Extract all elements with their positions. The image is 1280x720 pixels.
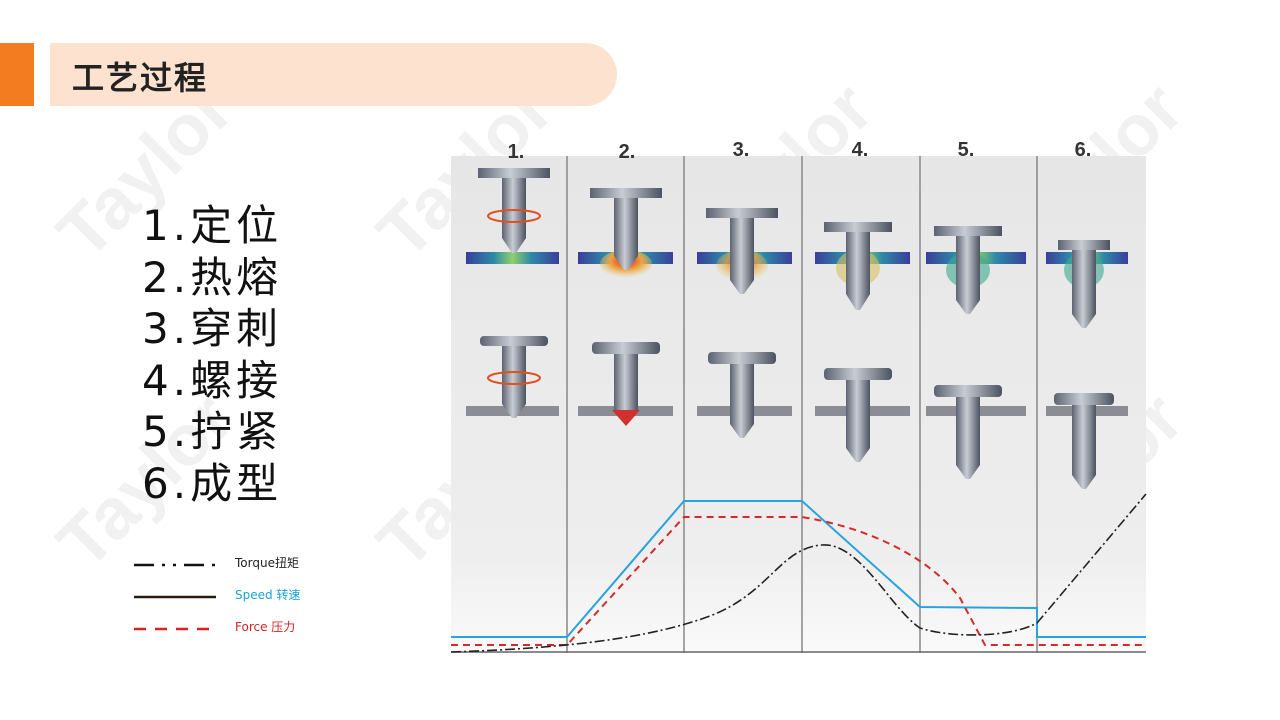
column-label: 5. <box>958 139 975 161</box>
legend-item-force: Force 压力 <box>134 614 334 646</box>
force-line-icon <box>134 627 216 631</box>
column-label: 2. <box>619 141 636 163</box>
step-item: 6.成型 <box>142 458 283 508</box>
speed-curve <box>451 500 1146 638</box>
step-list: 1.定位 2.热熔 3.穿刺 4.螺接 5.拧紧 6.成型 <box>142 200 282 509</box>
step-item: 4.螺接 <box>142 355 283 405</box>
process-diagram: 1. 2. 3. 4. 5. 6. <box>450 139 1147 653</box>
force-curve <box>451 516 1146 646</box>
column-label: 4. <box>852 139 869 161</box>
upper-screws <box>478 168 1110 328</box>
legend-label: Speed 转速 <box>235 588 301 602</box>
step-item: 3.穿刺 <box>142 304 283 353</box>
step-item: 2.热熔 <box>142 252 283 302</box>
speed-line-icon <box>134 595 216 599</box>
legend-item-speed: Speed 转速 <box>134 582 334 614</box>
torque-curve <box>450 493 1147 653</box>
accent-bar <box>0 43 34 106</box>
chart-legend: Torque扭矩 Speed 转速 Force 压力 <box>134 550 334 646</box>
legend-label: Force 压力 <box>235 620 296 634</box>
column-label: 6. <box>1075 139 1092 161</box>
diagram-background <box>451 156 1146 653</box>
legend-item-torque: Torque扭矩 <box>134 550 334 582</box>
step-item: 5.拧紧 <box>142 407 283 456</box>
column-dividers <box>566 156 1038 653</box>
lower-screws <box>480 336 1114 489</box>
legend-label: Torque扭矩 <box>235 556 299 570</box>
page-title: 工艺过程 <box>72 59 209 97</box>
title-banner: 工艺过程 <box>50 43 617 106</box>
column-label: 3. <box>733 139 750 161</box>
column-label: 1. <box>508 141 525 163</box>
step-item: 1.定位 <box>142 201 283 250</box>
torque-line-icon <box>134 563 216 567</box>
